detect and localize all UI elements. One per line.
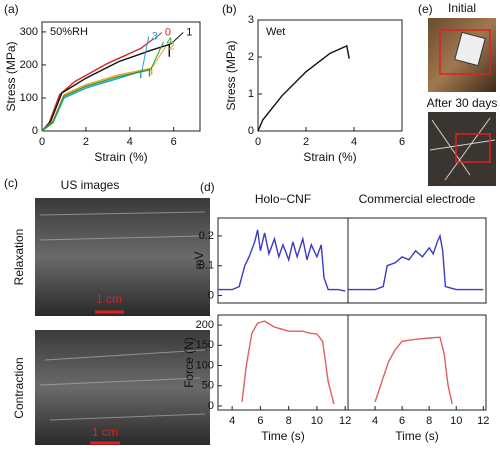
series-label: 0 bbox=[165, 26, 171, 38]
annotation: 50%RH bbox=[50, 26, 88, 38]
series-label: 2 bbox=[169, 40, 175, 52]
y-tick-label: 0 bbox=[208, 400, 214, 412]
y-axis-label: Stress (MPa) bbox=[4, 41, 18, 111]
y-tick-label: 300 bbox=[20, 26, 38, 38]
x-tick-label: 0 bbox=[255, 136, 261, 148]
image-caption: Initial bbox=[448, 1, 476, 15]
data-line bbox=[257, 44, 350, 132]
label-arrow bbox=[169, 32, 184, 45]
x-tick-label: 10 bbox=[311, 415, 323, 427]
x-tick-label: 2 bbox=[303, 136, 309, 148]
y-tick-label: 1 bbox=[248, 88, 254, 100]
y-tick-label: 2 bbox=[248, 51, 254, 63]
highlight bbox=[439, 29, 491, 75]
x-tick-label: 4 bbox=[351, 136, 357, 148]
x-tick-label: 4 bbox=[229, 415, 235, 427]
data-line bbox=[374, 336, 453, 405]
x-tick-label: 8 bbox=[426, 415, 432, 427]
label-arrow bbox=[150, 41, 164, 71]
series-label: 4 bbox=[167, 36, 173, 48]
panel-label: (d) bbox=[200, 180, 215, 194]
x-tick-label: 12 bbox=[339, 415, 351, 427]
us-image bbox=[35, 330, 210, 445]
highlight bbox=[455, 133, 491, 163]
plot-frame bbox=[257, 19, 403, 132]
plot-frame bbox=[347, 217, 487, 304]
y-tick-label: 100 bbox=[20, 92, 38, 104]
x-tick-label: 6 bbox=[399, 136, 405, 148]
x-axis-label: Time (s) bbox=[395, 429, 439, 443]
annotation: Wet bbox=[266, 26, 285, 38]
x-axis-label: Strain (%) bbox=[94, 150, 147, 164]
plot-frame bbox=[347, 314, 487, 411]
x-tick-label: 6 bbox=[171, 136, 177, 148]
y-tick-label: 3 bbox=[248, 14, 254, 26]
panel-title: Commercial electrode bbox=[359, 192, 476, 206]
x-tick-label: 8 bbox=[286, 415, 292, 427]
y-tick-label: 0 bbox=[32, 125, 38, 137]
y-axis-label: Force (N) bbox=[182, 337, 196, 388]
scale-label: 1 cm bbox=[96, 292, 122, 306]
panel-label: (b) bbox=[222, 2, 237, 16]
y-tick-label: 0 bbox=[208, 289, 214, 301]
x-axis-label: Strain (%) bbox=[303, 150, 356, 164]
x-tick-label: 6 bbox=[257, 415, 263, 427]
x-tick-label: 2 bbox=[83, 136, 89, 148]
data-line bbox=[41, 69, 151, 132]
texture bbox=[429, 117, 496, 181]
image-caption: Relaxation bbox=[12, 229, 26, 286]
panel-label: (a) bbox=[4, 2, 19, 16]
image-caption: After 30 days bbox=[427, 96, 498, 110]
x-tick-label: 4 bbox=[372, 415, 378, 427]
data-line bbox=[218, 229, 346, 292]
y-tick-label: 150 bbox=[196, 339, 214, 351]
scale-label: 1 cm bbox=[92, 425, 118, 439]
panel-label: (e) bbox=[418, 2, 433, 16]
x-tick-label: 4 bbox=[127, 136, 133, 148]
plot-frame bbox=[41, 21, 201, 132]
y-axis-label: Stress (MPa) bbox=[224, 40, 238, 110]
y-tick-label: 0.1 bbox=[199, 260, 214, 272]
y-axis-label: mV bbox=[192, 252, 206, 270]
image-caption: Contraction bbox=[12, 357, 26, 418]
y-tick-label: 0 bbox=[248, 125, 254, 137]
label-arrow bbox=[141, 36, 150, 72]
texture bbox=[39, 211, 206, 421]
panel-title: US images bbox=[61, 178, 120, 192]
data-line bbox=[241, 320, 335, 405]
y-tick-label: 0.2 bbox=[199, 230, 214, 242]
y-tick-label: 100 bbox=[196, 359, 214, 371]
x-tick-label: 6 bbox=[399, 415, 405, 427]
x-tick-label: 10 bbox=[450, 415, 462, 427]
data-line bbox=[348, 233, 484, 291]
label-arrow bbox=[152, 46, 167, 67]
x-tick-label: 0 bbox=[39, 136, 45, 148]
sample bbox=[454, 31, 486, 67]
y-tick-label: 200 bbox=[20, 59, 38, 71]
x-tick-label: 12 bbox=[477, 415, 489, 427]
panel-label: (c) bbox=[4, 176, 18, 190]
data-line bbox=[41, 43, 170, 132]
label-arrow bbox=[154, 32, 163, 39]
series-label: 3 bbox=[152, 30, 158, 42]
us-image bbox=[35, 198, 210, 316]
y-tick-label: 50 bbox=[202, 380, 214, 392]
panel-title: Holo−CNF bbox=[255, 192, 311, 206]
series-label: 1 bbox=[186, 26, 192, 38]
y-tick-label: 200 bbox=[196, 319, 214, 331]
x-axis-label: Time (s) bbox=[261, 429, 305, 443]
